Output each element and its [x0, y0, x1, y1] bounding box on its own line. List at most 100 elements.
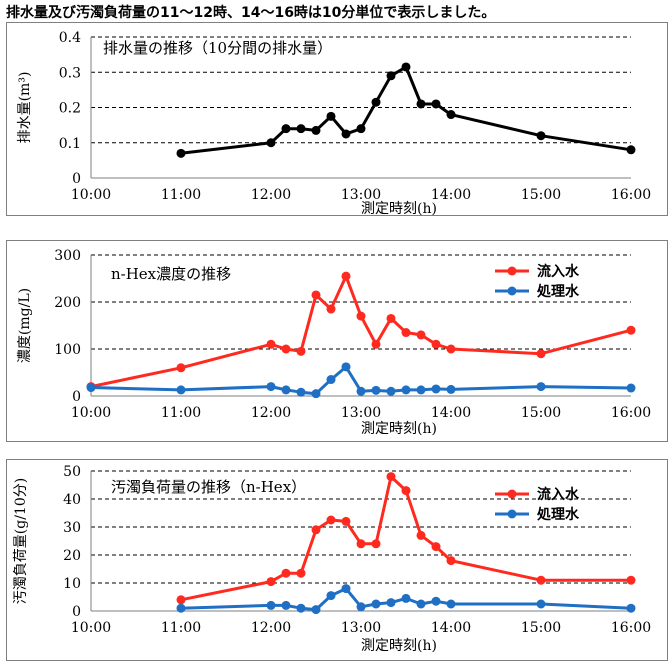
- data-point: [296, 387, 306, 397]
- data-point: [401, 593, 411, 603]
- y-tick-label: 0.4: [59, 30, 81, 46]
- data-point: [401, 328, 411, 338]
- data-point: [266, 577, 276, 587]
- data-point: [326, 111, 336, 121]
- data-point: [356, 602, 366, 612]
- data-point: [311, 605, 321, 615]
- x-tick-label: 14:00: [431, 405, 471, 421]
- chart-title: 汚濁負荷量の推移（n-Hex）: [111, 478, 306, 496]
- y-tick-label: 0: [72, 171, 81, 187]
- data-point: [416, 330, 426, 340]
- x-tick-label: 12:00: [251, 620, 291, 636]
- data-point: [431, 596, 441, 606]
- y-tick-label: 10: [63, 576, 81, 592]
- chart-title: n-Hex濃度の推移: [111, 265, 231, 283]
- legend-swatch-marker: [507, 509, 517, 519]
- data-point: [626, 145, 636, 155]
- x-tick-label: 12:00: [251, 405, 291, 421]
- data-point: [416, 599, 426, 609]
- data-point: [356, 124, 366, 134]
- data-point: [341, 516, 351, 526]
- data-point: [446, 384, 456, 394]
- y-axis-label: 排水量(m³): [17, 72, 33, 144]
- series-line: [180, 65, 632, 155]
- x-tick-label: 15:00: [521, 405, 561, 421]
- chart-title: 排水量の推移（10分間の排水量）: [103, 39, 332, 57]
- x-tick-label: 16:00: [611, 405, 651, 421]
- data-point: [446, 110, 456, 120]
- legend-label: 処理水: [536, 283, 580, 300]
- data-point: [326, 375, 336, 385]
- page-note: 排水量及び汚濁負荷量の11～12時、14～16時は10分単位で表示しました。: [6, 5, 496, 21]
- data-point: [311, 125, 321, 135]
- x-tick-label: 11:00: [161, 620, 201, 636]
- data-point: [626, 325, 636, 335]
- data-point: [626, 603, 636, 613]
- data-point: [341, 129, 351, 139]
- data-point: [446, 556, 456, 566]
- data-point: [386, 472, 396, 482]
- data-point: [266, 600, 276, 610]
- data-point: [86, 383, 96, 393]
- series-line: [180, 587, 632, 612]
- legend-label: 流入水: [537, 263, 580, 280]
- y-tick-label: 30: [63, 520, 81, 536]
- data-point: [386, 71, 396, 81]
- data-point: [431, 99, 441, 109]
- x-axis-label: 測定時刻(h): [361, 201, 437, 217]
- x-tick-label: 11:00: [161, 187, 201, 203]
- data-point: [431, 339, 441, 349]
- data-point: [341, 271, 351, 281]
- data-point: [371, 339, 381, 349]
- chart-panel-concentration: 0 100 200 300 10:00 11:00 12:00 13:00 14:00 15:00…: [6, 240, 668, 442]
- data-point: [341, 362, 351, 372]
- data-point: [401, 62, 411, 72]
- data-point: [296, 346, 306, 356]
- x-axis-label: 測定時刻(h): [361, 421, 437, 437]
- x-tick-label: 14:00: [431, 187, 471, 203]
- y-tick-label: 0: [72, 604, 81, 620]
- data-point: [176, 148, 186, 158]
- y-tick-label: 0: [72, 389, 81, 405]
- data-point: [446, 599, 456, 609]
- y-tick-label: 0.1: [59, 136, 81, 152]
- data-point: [326, 304, 336, 314]
- y-tick-label: 20: [63, 548, 81, 564]
- legend-swatch-marker: [507, 266, 517, 276]
- y-tick-label: 40: [63, 492, 81, 508]
- data-point: [371, 539, 381, 549]
- data-point: [281, 568, 291, 578]
- x-tick-label: 11:00: [161, 405, 201, 421]
- data-point: [536, 131, 546, 141]
- data-point: [626, 575, 636, 585]
- legend-swatch-marker: [507, 489, 517, 499]
- data-point: [356, 539, 366, 549]
- data-point: [416, 530, 426, 540]
- legend-label: 流入水: [537, 486, 580, 503]
- y-tick-label: 50: [63, 464, 81, 480]
- x-tick-label: 10:00: [71, 187, 111, 203]
- y-tick-label: 300: [54, 248, 81, 264]
- data-point: [266, 138, 276, 148]
- chart-panel-load: 0 10 20 30 40 50 10:00 11:00 12:00 13:00 14:00 15:0…: [6, 459, 668, 661]
- x-tick-label: 10:00: [71, 620, 111, 636]
- data-point: [401, 385, 411, 395]
- y-tick-label: 0.2: [59, 101, 81, 117]
- data-point: [176, 595, 186, 605]
- data-point: [176, 385, 186, 395]
- x-tick-label: 14:00: [431, 620, 471, 636]
- y-tick-label: 200: [54, 295, 81, 311]
- data-point: [386, 598, 396, 608]
- data-point: [311, 389, 321, 399]
- data-point: [281, 385, 291, 395]
- data-point: [326, 515, 336, 525]
- data-point: [536, 599, 546, 609]
- data-point: [311, 290, 321, 300]
- data-point: [296, 568, 306, 578]
- x-tick-label: 10:00: [71, 405, 111, 421]
- data-point: [176, 363, 186, 373]
- data-point: [371, 599, 381, 609]
- x-axis-label: 測定時刻(h): [361, 638, 437, 654]
- data-point: [431, 542, 441, 552]
- data-point: [431, 384, 441, 394]
